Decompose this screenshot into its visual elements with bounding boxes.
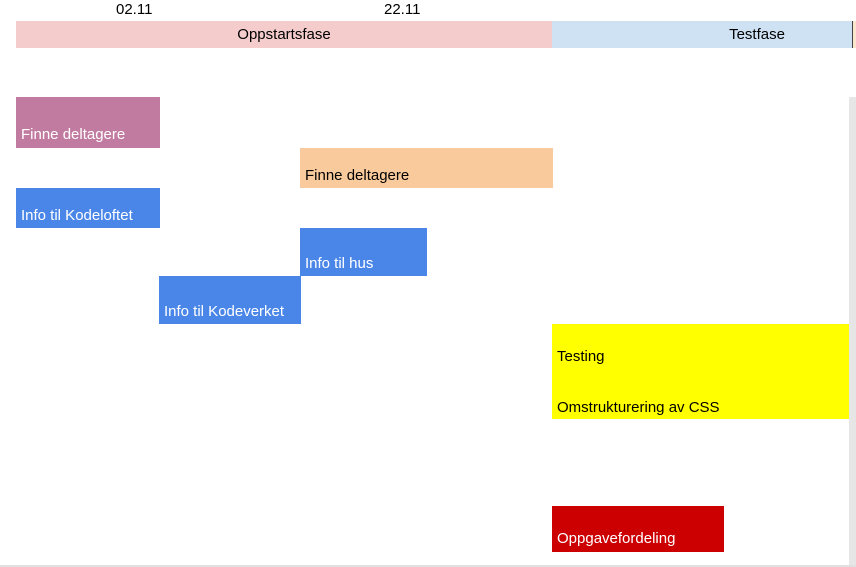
task-label: Info til Kodeverket — [164, 303, 285, 320]
task-info-til-kodeloftet: Info til Kodeloftet — [16, 188, 160, 228]
task-finne-deltagere-2: Finne deltagere — [300, 148, 553, 188]
vertical-scrollbar[interactable] — [849, 97, 856, 567]
task-oppgavefordeling: Oppgavefordeling — [552, 506, 724, 552]
phase-next — [852, 21, 856, 48]
date-label-0211: 02.11 — [116, 1, 153, 18]
task-info-til-hus: Info til hus — [300, 228, 427, 276]
task-label: Info til Kodeloftet — [21, 207, 133, 224]
task-label-testing: Testing — [557, 348, 605, 365]
task-info-til-kodeverket: Info til Kodeverket — [159, 276, 301, 324]
phase-label: Testfase — [729, 26, 785, 43]
task-label: Finne deltagere — [305, 167, 410, 184]
task-testing-omstrukturering: Testing Omstrukturering av CSS — [552, 324, 849, 419]
task-label: Oppgavefordeling — [557, 530, 676, 547]
bottom-border — [0, 565, 856, 567]
phase-label: Oppstartsfase — [237, 26, 331, 43]
task-label: Finne deltagere — [21, 126, 126, 143]
phase-testfase: Testfase — [552, 21, 852, 48]
task-label: Info til hus — [305, 255, 374, 272]
phase-oppstartsfase: Oppstartsfase — [16, 21, 552, 48]
task-label-omstrukturering: Omstrukturering av CSS — [557, 399, 720, 416]
task-finne-deltagere-1: Finne deltagere — [16, 97, 160, 148]
date-label-2211: 22.11 — [384, 1, 421, 18]
